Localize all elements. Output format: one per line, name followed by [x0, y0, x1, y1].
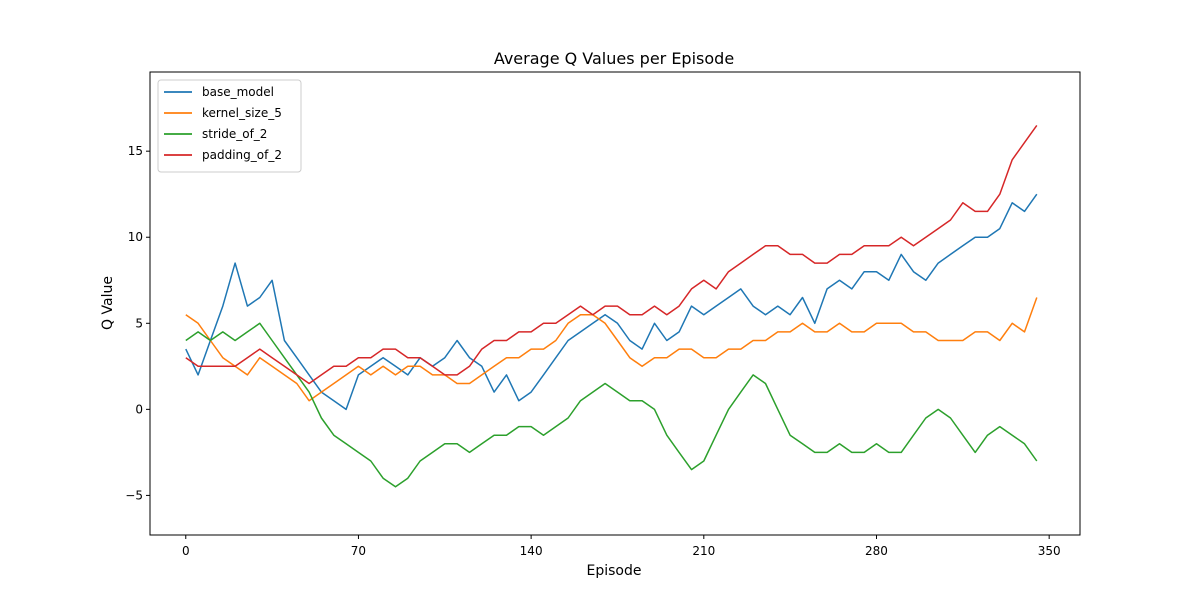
plot-frame: [149, 71, 1081, 536]
plot-background: [150, 72, 1080, 535]
x-tick-label: 70: [351, 544, 366, 558]
x-tick-label: 210: [692, 544, 715, 558]
legend: base_model kernel_size_5 stride_of_2paddin…: [157, 79, 302, 173]
series-line-stride_of_2: [185, 322, 1038, 488]
y-tick-label: −5: [125, 488, 143, 502]
plot-area: [150, 72, 1080, 535]
series-line-kernel_size_5: [185, 297, 1038, 402]
x-tick-label: 140: [520, 544, 543, 558]
chart-title: Average Q Values per Episode: [494, 49, 734, 68]
y-tick-label: 10: [128, 230, 143, 244]
legend-label-stride_of_2: stride_of_2: [202, 127, 267, 141]
axes-group: 0 70 140 210 280 350 −5 0 5 10 15: [125, 71, 1081, 558]
series-group: [185, 124, 1038, 488]
legend-label-base_model: base_model: [202, 85, 274, 99]
legend-box: [157, 79, 302, 173]
x-tick-label: 350: [1038, 544, 1061, 558]
y-axis-label: Q Value: [100, 276, 116, 330]
series-line-padding_of_2: [185, 124, 1038, 385]
y-tick-label: 15: [128, 144, 143, 158]
series-line-base_model: [185, 193, 1038, 411]
x-tick-label: 0: [182, 544, 190, 558]
y-tick-label: 0: [135, 402, 143, 416]
x-axis-label: Episode: [587, 563, 642, 579]
y-tick-label: 5: [135, 316, 143, 330]
x-tick-label: 280: [865, 544, 888, 558]
legend-label-kernel_size_5: kernel_size_5: [202, 106, 282, 120]
legend-label-padding_of_2: padding_of_2: [202, 148, 282, 162]
